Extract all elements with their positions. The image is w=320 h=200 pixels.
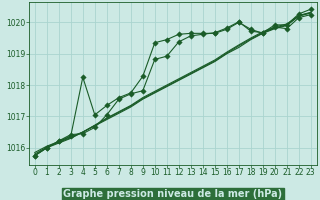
Text: Graphe pression niveau de la mer (hPa): Graphe pression niveau de la mer (hPa): [63, 189, 282, 199]
